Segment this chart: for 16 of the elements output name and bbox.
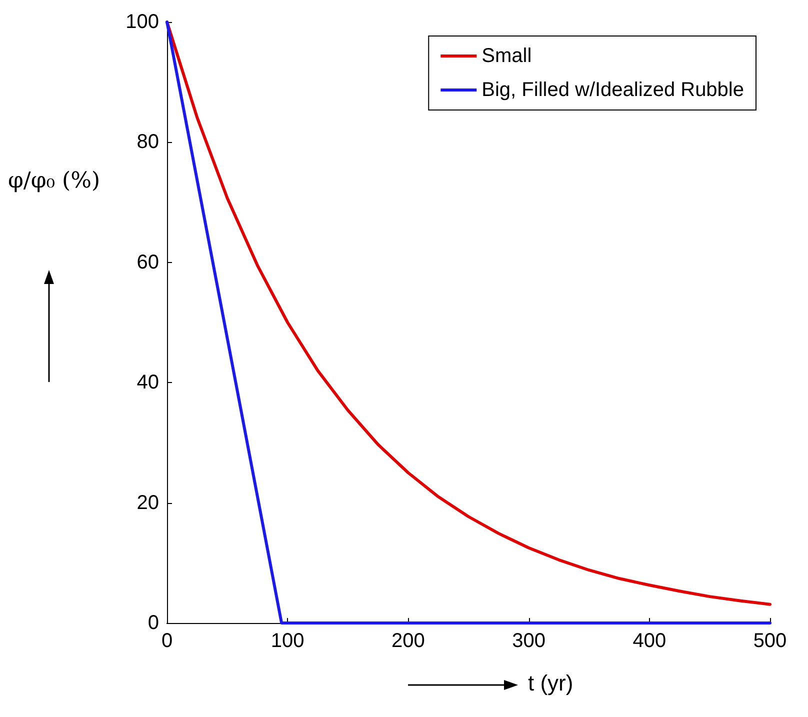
x-tick-label: 200 bbox=[392, 630, 425, 652]
legend-label: Small bbox=[482, 45, 532, 67]
x-tick-label: 0 bbox=[161, 630, 173, 652]
x-tick-label: 300 bbox=[512, 630, 546, 652]
y-tick-label: 60 bbox=[136, 251, 159, 274]
legend-label: Big, Filled w/Idealized Rubble bbox=[482, 79, 744, 101]
x-tick-label: 400 bbox=[632, 630, 666, 652]
y-tick-label: 0 bbox=[148, 612, 159, 634]
x-axis-title: t (yr) bbox=[528, 670, 574, 696]
y-tick-label: 100 bbox=[126, 11, 159, 33]
y-tick-label: 20 bbox=[136, 492, 159, 514]
x-tick-label: 500 bbox=[753, 630, 787, 652]
y-tick-label: 40 bbox=[136, 372, 159, 394]
y-axis-title: φ/φ₀ (%) bbox=[8, 168, 100, 194]
x-tick-label: 100 bbox=[270, 630, 304, 652]
y-tick-label: 80 bbox=[136, 131, 159, 154]
